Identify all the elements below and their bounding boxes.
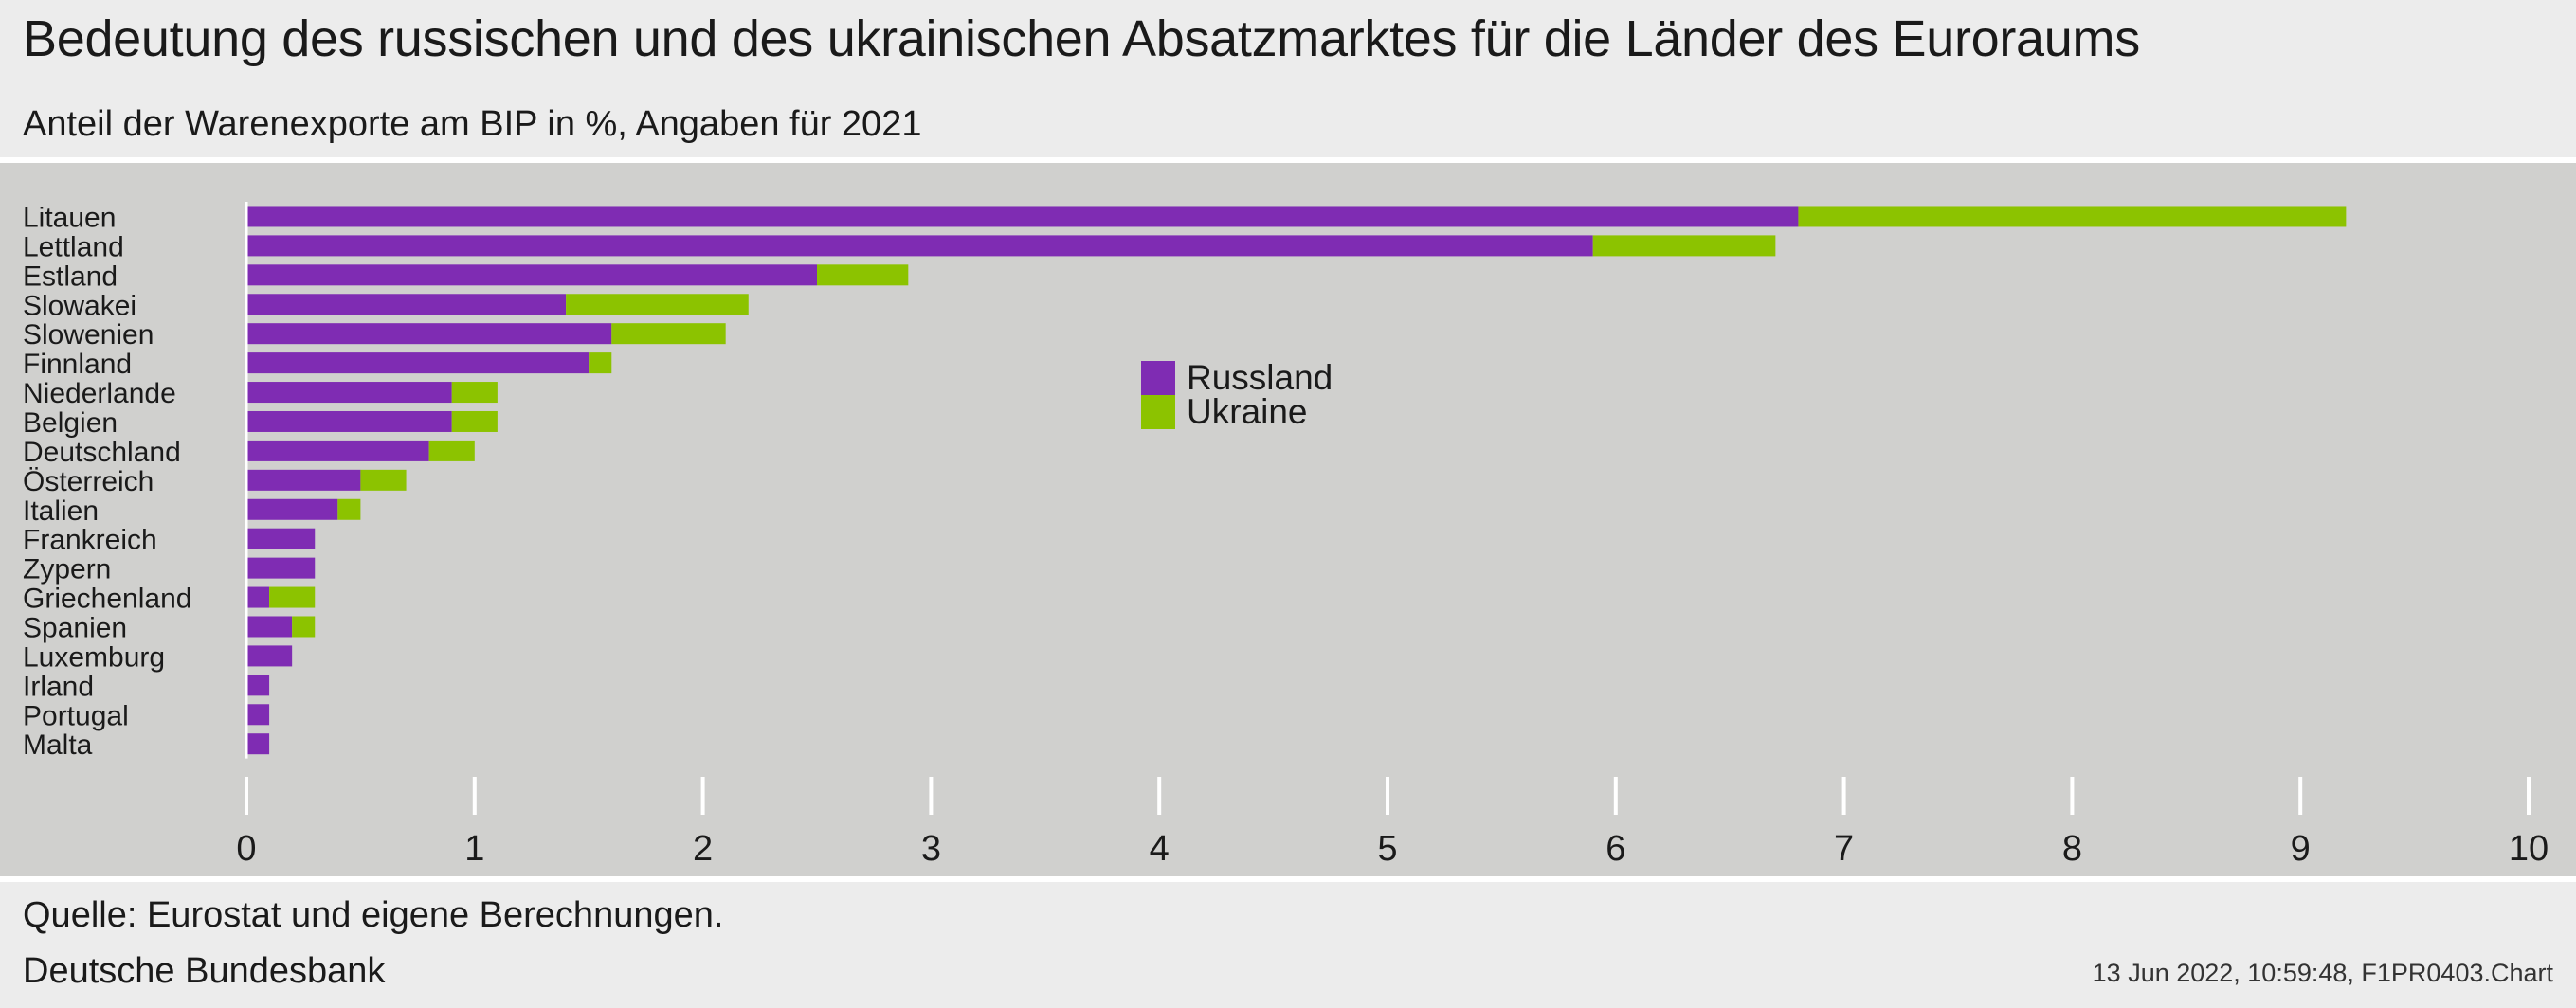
bar-russland-1: [246, 235, 1593, 257]
bar-russland-4: [246, 323, 612, 345]
category-label: Frankreich: [23, 525, 157, 556]
publisher-label: Deutsche Bundesbank: [23, 951, 386, 991]
x-tick-label: 4: [1150, 829, 1170, 869]
category-label: Griechenland: [23, 584, 191, 615]
bar-russland-10: [246, 498, 338, 520]
bar-russland-13: [246, 586, 270, 608]
category-label: Lettland: [23, 231, 124, 262]
category-labels: LitauenLettlandEstlandSlowakeiSlowenienF…: [23, 202, 191, 761]
bar-ukraine-1: [1592, 235, 1776, 257]
legend-label-russland: Russland: [1187, 358, 1333, 397]
x-tick-label: 10: [2509, 829, 2549, 869]
bar-ukraine-3: [566, 294, 749, 315]
timestamp-label: 13 Jun 2022, 10:59:48, F1PR0403.Chart: [2092, 959, 2553, 987]
category-label: Belgien: [23, 407, 118, 439]
category-label: Slowakei: [23, 290, 136, 321]
bar-russland-9: [246, 469, 361, 491]
x-tick-label: 9: [2291, 829, 2311, 869]
bar-russland-6: [246, 382, 452, 404]
x-tick-label: 1: [464, 829, 484, 869]
x-tick-label: 0: [236, 829, 256, 869]
bar-ukraine-4: [611, 323, 726, 345]
category-label: Deutschland: [23, 437, 181, 468]
x-tick-label: 8: [2062, 829, 2082, 869]
bar-russland-2: [246, 264, 817, 286]
legend-swatch-russland: [1141, 361, 1175, 395]
bar-chart: LitauenLettlandEstlandSlowakeiSlowenienF…: [23, 202, 2549, 869]
bars-group: [246, 206, 2347, 755]
x-tick-label: 5: [1377, 829, 1397, 869]
x-tick-label: 7: [1834, 829, 1854, 869]
category-label: Slowenien: [23, 319, 154, 351]
category-label: Spanien: [23, 612, 127, 643]
bar-russland-3: [246, 294, 567, 315]
category-label: Malta: [23, 729, 93, 761]
bar-ukraine-0: [1798, 206, 2347, 227]
bar-russland-7: [246, 410, 452, 432]
chart-subtitle: Anteil der Warenexporte am BIP in %, Ang…: [23, 104, 922, 144]
separator-bottom: [0, 876, 2576, 882]
source-note: Quelle: Eurostat und eigene Berechnungen…: [23, 895, 724, 935]
category-label: Luxemburg: [23, 641, 165, 673]
category-label: Italien: [23, 495, 99, 527]
bar-russland-15: [246, 645, 293, 667]
bar-ukraine-5: [589, 352, 612, 374]
legend-swatch-ukraine: [1141, 395, 1175, 429]
bar-russland-8: [246, 440, 429, 461]
separator-top: [0, 157, 2576, 163]
chart-title: Bedeutung des russischen und des ukraini…: [23, 10, 2140, 67]
category-label: Finnland: [23, 349, 132, 380]
bar-russland-12: [246, 557, 316, 579]
category-label: Niederlande: [23, 378, 176, 409]
bar-russland-14: [246, 616, 293, 638]
bar-russland-5: [246, 352, 590, 374]
category-label: Portugal: [23, 700, 129, 731]
bar-russland-0: [246, 206, 1799, 227]
bar-ukraine-10: [337, 498, 361, 520]
category-label: Irland: [23, 671, 94, 702]
bar-russland-18: [246, 733, 270, 755]
bar-ukraine-2: [817, 264, 909, 286]
bar-russland-16: [246, 675, 270, 696]
bar-ukraine-7: [451, 410, 498, 432]
x-tick-label: 3: [921, 829, 941, 869]
bar-ukraine-6: [451, 382, 498, 404]
x-axis: 0 1 2 3 4 5 6 7 8 9 10: [236, 202, 2549, 869]
x-tick-label: 6: [1605, 829, 1625, 869]
category-label: Österreich: [23, 466, 154, 497]
bar-russland-11: [246, 528, 316, 549]
x-tick-label: 2: [693, 829, 713, 869]
bar-ukraine-9: [360, 469, 407, 491]
legend-label-ukraine: Ukraine: [1187, 392, 1308, 431]
bar-russland-17: [246, 704, 270, 726]
category-label: Zypern: [23, 554, 111, 585]
bar-ukraine-13: [269, 586, 316, 608]
category-label: Estland: [23, 261, 118, 292]
bar-ukraine-14: [292, 616, 316, 638]
category-label: Litauen: [23, 202, 116, 233]
bar-ukraine-8: [428, 440, 475, 461]
